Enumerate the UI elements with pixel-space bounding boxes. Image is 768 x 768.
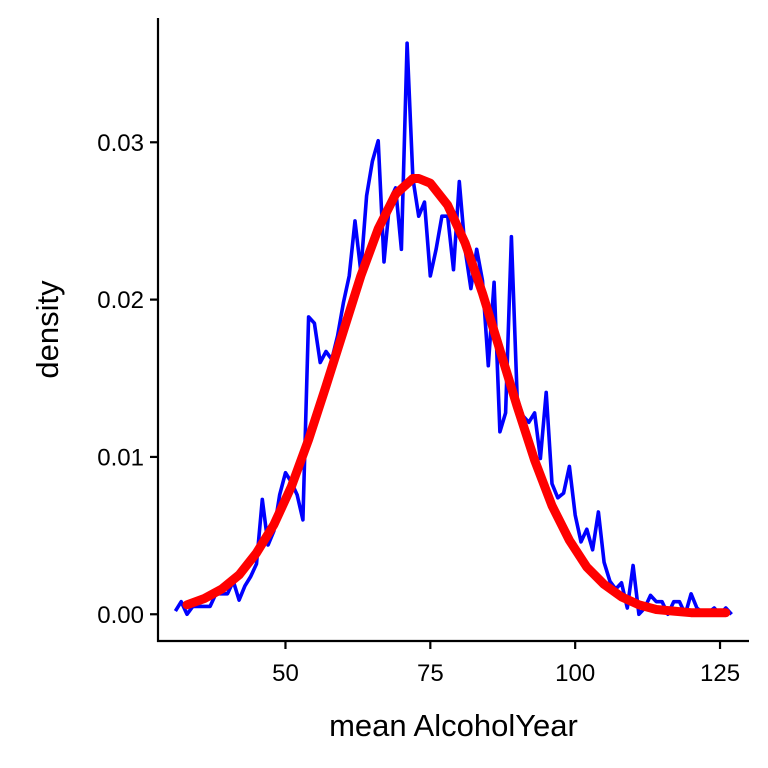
- y-axis-title: density: [30, 280, 65, 379]
- y-tick-label: 0.01: [97, 444, 144, 471]
- x-tick-label: 75: [417, 660, 444, 687]
- empirical-density-line: [173, 41, 733, 617]
- plot-area: [173, 41, 733, 618]
- x-tick-label: 50: [272, 660, 299, 687]
- x-axis-ticks: 50 75 100 125: [272, 641, 740, 687]
- x-axis-title: mean AlcoholYear: [329, 708, 578, 743]
- x-tick-label: 125: [700, 660, 740, 687]
- y-tick-label: 0.00: [97, 602, 144, 629]
- normal-fit-curve: [182, 174, 731, 618]
- y-tick-label: 0.03: [97, 130, 144, 157]
- y-axis-ticks: 0.00 0.01 0.02 0.03: [97, 130, 158, 629]
- x-tick-label: 100: [555, 660, 595, 687]
- y-tick-label: 0.02: [97, 287, 144, 314]
- axes: 0.00 0.01 0.02 0.03 50 75 100 125: [97, 18, 749, 687]
